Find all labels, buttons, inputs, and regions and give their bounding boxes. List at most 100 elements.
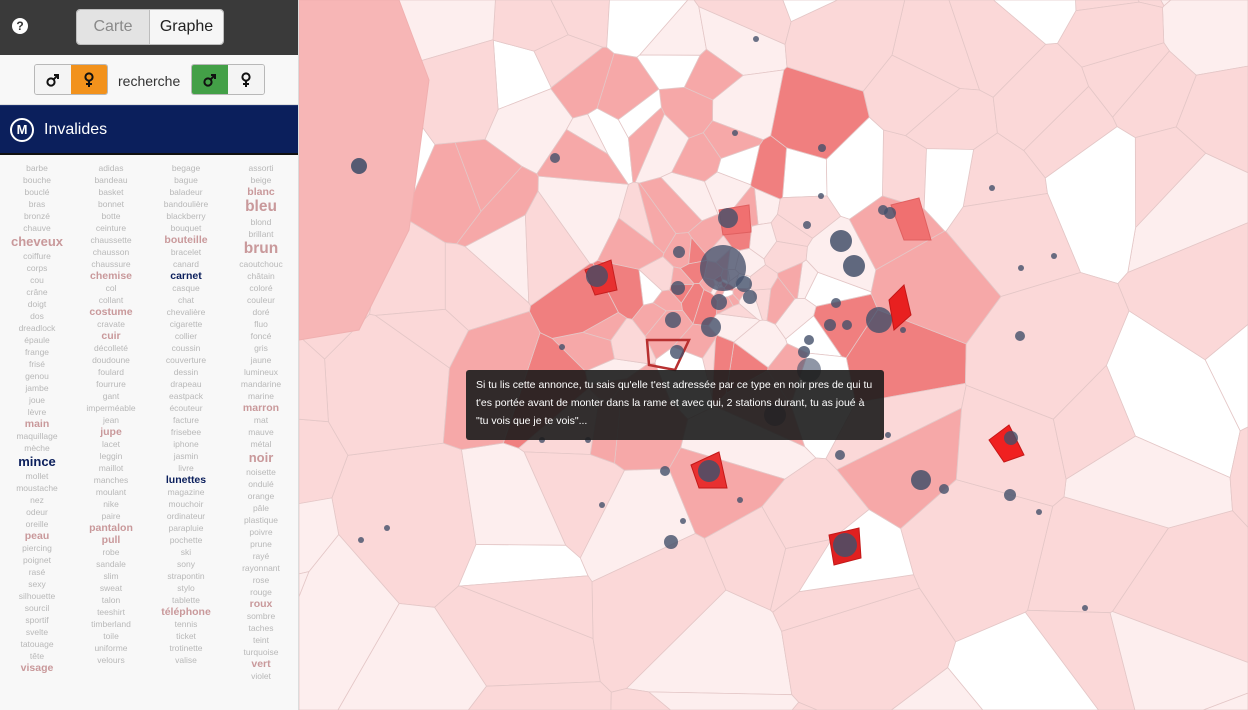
word-cloud-item[interactable]: doudoune [92, 355, 130, 365]
word-cloud-item[interactable]: frisebee [170, 427, 202, 437]
word-cloud-item[interactable]: mollet [25, 471, 49, 481]
word-cloud-item[interactable]: nez [30, 495, 44, 505]
word-cloud-item[interactable]: prune [250, 539, 272, 549]
ad-node[interactable] [831, 298, 841, 308]
highlighted-cell[interactable] [890, 197, 932, 241]
word-cloud-item[interactable]: fourrure [96, 379, 126, 389]
word-cloud-item[interactable]: gris [254, 343, 268, 353]
map-cell[interactable] [766, 276, 796, 325]
word-cloud-item[interactable]: dreadlock [18, 323, 56, 333]
ad-node[interactable] [843, 255, 865, 277]
word-cloud-item[interactable]: foncé [250, 331, 272, 341]
word-cloud-item[interactable]: tatouage [20, 639, 54, 649]
word-cloud-item[interactable]: chaussette [90, 235, 132, 245]
word-cloud-item[interactable]: botte [101, 211, 121, 221]
word-cloud-item[interactable]: sourcil [24, 603, 50, 613]
map-cell[interactable] [1052, 364, 1136, 480]
word-cloud-item[interactable]: caoutchouc [239, 259, 283, 269]
word-cloud-item[interactable]: poignet [23, 555, 51, 565]
map-cell[interactable] [647, 691, 800, 710]
graphe-button[interactable]: Graphe [150, 10, 223, 44]
ad-node[interactable] [835, 450, 845, 460]
word-cloud-item[interactable]: costume [89, 306, 133, 318]
word-cloud-item[interactable]: sony [177, 559, 195, 569]
word-cloud-item[interactable]: col [105, 283, 117, 293]
word-cloud-item[interactable]: maquillage [16, 431, 58, 441]
word-cloud-item[interactable]: marine [248, 391, 274, 401]
word-cloud-item[interactable]: teint [252, 635, 270, 645]
word-cloud-item[interactable]: visage [20, 662, 54, 674]
highlighted-cell[interactable] [988, 424, 1025, 463]
ad-node[interactable] [885, 432, 891, 438]
word-cloud-item[interactable]: mat [253, 415, 269, 425]
map-cell[interactable] [634, 113, 690, 184]
word-cloud-item[interactable]: bandeau [94, 175, 128, 185]
ad-node[interactable] [670, 345, 684, 359]
search-male-button[interactable] [192, 65, 228, 94]
ad-node[interactable] [599, 502, 605, 508]
map-cell[interactable] [610, 688, 672, 710]
ad-node[interactable] [358, 537, 364, 543]
word-cloud-item[interactable]: doigt [27, 299, 47, 309]
ad-node[interactable] [1082, 605, 1088, 611]
word-cloud-item[interactable]: blond [250, 217, 272, 227]
ad-node[interactable] [732, 130, 738, 136]
word-cloud-item[interactable]: ondulé [248, 479, 274, 489]
word-cloud-item[interactable]: sweat [99, 583, 123, 593]
word-cloud-item[interactable]: rouge [250, 587, 272, 597]
word-cloud-item[interactable]: jaune [250, 355, 272, 365]
ad-node[interactable] [878, 205, 888, 215]
word-cloud-item[interactable]: bouche [23, 175, 51, 185]
ad-node[interactable] [671, 281, 685, 295]
word-cloud-item[interactable]: frisé [28, 359, 46, 369]
word-cloud-item[interactable]: décolleté [93, 343, 129, 353]
help-icon[interactable]: ? [12, 18, 28, 34]
ad-node[interactable] [351, 158, 367, 174]
word-cloud-item[interactable]: cheveux [10, 234, 64, 249]
word-cloud-item[interactable]: corps [26, 263, 48, 273]
word-cloud-item[interactable]: facture [173, 415, 199, 425]
word-cloud-item[interactable]: bouquet [170, 223, 202, 233]
word-cloud-item[interactable]: collant [98, 295, 124, 305]
word-cloud-item[interactable]: ticket [176, 631, 196, 641]
ad-node[interactable] [665, 312, 681, 328]
word-cloud-item[interactable]: main [24, 418, 50, 430]
word-cloud-item[interactable]: châtain [247, 271, 275, 281]
word-cloud-item[interactable]: taches [248, 623, 274, 633]
word-cloud-item[interactable]: maillot [98, 463, 124, 473]
map-cell[interactable] [948, 0, 1047, 98]
word-cloud-item[interactable]: dos [30, 311, 44, 321]
word-cloud-item[interactable]: bouclé [24, 187, 50, 197]
map-cell[interactable] [1109, 611, 1248, 710]
word-cloud-item[interactable]: ceinture [95, 223, 127, 233]
ad-node[interactable] [698, 460, 720, 482]
word-cloud-item[interactable]: moustache [16, 483, 58, 493]
word-cloud-item[interactable]: drapeau [170, 379, 202, 389]
word-cloud-item[interactable]: valise [175, 655, 197, 665]
map-cell[interactable] [947, 611, 1099, 710]
map-cell[interactable] [782, 0, 838, 23]
word-cloud-item[interactable]: mince [18, 454, 56, 469]
word-cloud-item[interactable]: couverture [165, 355, 207, 365]
word-cloud-item[interactable]: uniforme [94, 643, 128, 653]
word-cloud-item[interactable]: mauve [248, 427, 274, 437]
word-cloud-item[interactable]: bras [28, 199, 46, 209]
ad-node[interactable] [824, 319, 836, 331]
word-cloud-item[interactable]: nike [103, 499, 119, 509]
ad-node[interactable] [1036, 509, 1042, 515]
word-cloud-item[interactable]: écouteur [169, 403, 203, 413]
word-cloud-item[interactable]: canard [173, 259, 199, 269]
word-cloud-item[interactable]: gant [102, 391, 120, 401]
map-cell[interactable] [1229, 426, 1248, 528]
word-cloud-item[interactable]: coloré [249, 283, 273, 293]
word-cloud-item[interactable]: svelte [25, 627, 49, 637]
word-cloud-item[interactable]: foulard [98, 367, 124, 377]
ad-node[interactable] [900, 327, 906, 333]
word-cloud-item[interactable]: chauve [23, 223, 51, 233]
word-cloud-item[interactable]: cuir [101, 330, 121, 342]
ad-node[interactable] [939, 484, 949, 494]
word-cloud-item[interactable]: timberland [91, 619, 131, 629]
ad-node[interactable] [1004, 489, 1016, 501]
word-cloud-item[interactable]: fluo [254, 319, 268, 329]
map-cell[interactable] [299, 335, 329, 423]
